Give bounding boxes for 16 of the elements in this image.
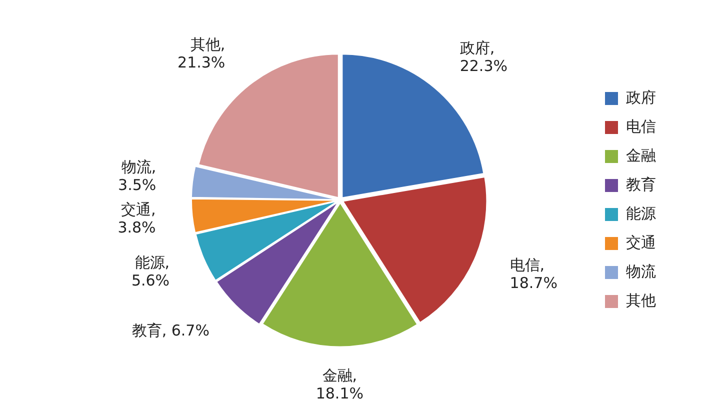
legend-label: 政府 xyxy=(626,88,656,106)
legend-label: 物流 xyxy=(626,262,656,280)
legend-label: 金融 xyxy=(626,146,656,164)
data-label: 电信, 18.7% xyxy=(510,256,558,292)
legend-label: 能源 xyxy=(626,204,656,222)
legend-label: 交通 xyxy=(626,233,656,252)
legend-label: 其他 xyxy=(626,291,656,310)
data-label: 交通, 3.8% xyxy=(118,200,156,237)
legend-label: 教育 xyxy=(626,175,656,194)
data-label: 政府, 22.3% xyxy=(460,39,508,76)
legend-label: 电信 xyxy=(626,117,656,136)
data-label: 金融, 18.1% xyxy=(316,366,364,400)
data-label: 物流, 3.5% xyxy=(118,158,156,194)
data-label: 其他, 21.3% xyxy=(178,35,226,72)
data-label: 教育, 6.7% xyxy=(132,321,210,340)
data-label: 能源, 5.6% xyxy=(131,253,170,290)
